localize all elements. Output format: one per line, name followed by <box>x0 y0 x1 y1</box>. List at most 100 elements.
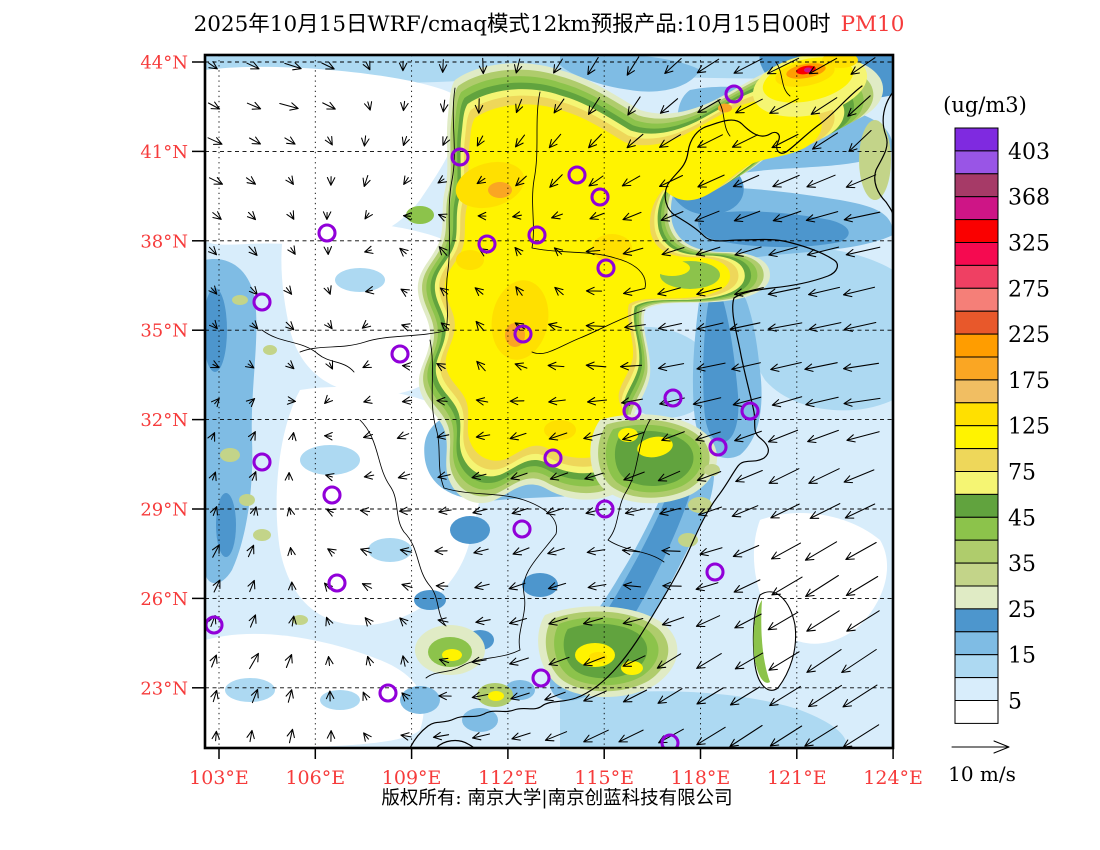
wind-arrow <box>401 362 411 371</box>
wind-arrow <box>207 137 223 145</box>
wind-arrow <box>583 690 607 702</box>
wind-arrow <box>553 98 565 114</box>
wind-arrow <box>400 288 410 297</box>
wind-arrow <box>771 396 803 408</box>
colorbar-block <box>954 196 999 221</box>
wind-arrow <box>476 135 485 147</box>
wind-arrow <box>473 546 489 556</box>
wind-arrow <box>363 101 373 111</box>
wind-arrow <box>435 581 449 591</box>
lat-label: 23°N <box>140 678 188 699</box>
wind-arrow <box>438 506 452 515</box>
wind-arrow <box>513 58 523 74</box>
wind-arrow <box>246 61 260 70</box>
wind-arrow <box>807 429 839 444</box>
wind-arrow <box>548 133 562 149</box>
wind-arrow <box>438 246 448 256</box>
wind-arrow <box>515 175 527 187</box>
wind-arrow <box>548 656 570 667</box>
wind-arrow <box>512 547 530 556</box>
wind-arrow <box>247 431 256 441</box>
wind-arrow <box>621 175 641 187</box>
contour-blob <box>300 445 360 475</box>
wind-arrow <box>767 322 803 332</box>
contour-blob <box>281 221 471 395</box>
colorbar-tick-label: 35 <box>1008 552 1036 577</box>
wind-arrow <box>626 56 640 76</box>
wind-arrow <box>438 691 452 701</box>
colorbar-tick-label: 45 <box>1008 506 1036 531</box>
wind-arrow <box>364 245 374 254</box>
wind-arrow <box>401 396 413 405</box>
wind-arrow <box>657 362 685 372</box>
wind-arrow <box>287 245 296 255</box>
wind-arrow <box>583 656 605 667</box>
wind-arrow <box>400 100 409 112</box>
wind-arrow <box>509 432 527 441</box>
colorbar-tick-label: 403 <box>1008 140 1050 165</box>
station-marker <box>513 324 533 344</box>
pm10-contours <box>205 55 893 748</box>
wind-arrow <box>734 246 762 257</box>
wind-arrow <box>249 506 259 516</box>
wind-arrow <box>286 728 295 744</box>
wind-arrow <box>804 725 838 747</box>
wind-arrow <box>285 689 294 703</box>
wind-scale-label: 10 m/s <box>948 762 1016 786</box>
station-marker <box>322 485 342 505</box>
wind-arrow <box>657 287 681 297</box>
wind-arrow <box>284 136 296 145</box>
wind-arrow <box>286 507 296 517</box>
wind-arrow <box>362 431 374 440</box>
wind-arrow <box>658 174 684 188</box>
wind-arrow <box>622 431 644 442</box>
station-marker <box>663 388 683 408</box>
wind-arrow <box>806 610 840 632</box>
wind-arrow <box>399 547 413 556</box>
colorbar-block <box>954 631 999 656</box>
wind-arrow <box>438 59 448 73</box>
lat-label: 26°N <box>140 589 188 610</box>
colorbar-unit-label: (ug/m3) <box>943 93 1027 117</box>
wind-arrow <box>325 616 334 627</box>
station-marker <box>622 401 642 421</box>
wind-arrow <box>624 507 646 516</box>
wind-arrow <box>734 287 764 297</box>
station-marker <box>512 519 532 539</box>
wind-arrow <box>696 726 726 746</box>
wind-arrow <box>627 96 641 116</box>
wind-arrow <box>286 210 295 220</box>
wind-arrow <box>210 360 220 369</box>
wind-arrow <box>286 396 297 405</box>
wind-arrow <box>732 174 760 188</box>
lat-label: 29°N <box>140 500 188 521</box>
wind-arrow <box>850 57 876 75</box>
wind-arrow <box>586 396 608 406</box>
wind-arrow <box>771 133 799 149</box>
colorbar-block <box>954 516 999 541</box>
wind-arrow <box>362 174 371 188</box>
wind-arrow <box>551 211 563 220</box>
wind-arrow <box>588 133 602 149</box>
wind-arrow <box>553 58 563 74</box>
wind-arrow <box>807 286 841 298</box>
wind-arrow <box>622 247 644 256</box>
station-marker <box>317 223 337 243</box>
wind-arrow <box>622 689 648 703</box>
wind-arrow <box>284 471 294 481</box>
colorbar-block <box>954 310 999 335</box>
wind-arrow <box>359 507 371 516</box>
wind-arrow <box>246 211 257 221</box>
wind-arrow <box>361 135 370 147</box>
wind-arrow <box>325 690 335 702</box>
wind-arrow <box>734 613 762 629</box>
wind-arrow <box>248 246 258 256</box>
contour-blob <box>414 590 446 610</box>
wind-arrow <box>549 472 569 481</box>
wind-arrow <box>514 134 526 148</box>
wind-arrow <box>845 174 877 189</box>
lat-label: 41°N <box>140 142 188 163</box>
wind-arrow <box>806 174 836 188</box>
wind-arrow <box>365 286 375 295</box>
